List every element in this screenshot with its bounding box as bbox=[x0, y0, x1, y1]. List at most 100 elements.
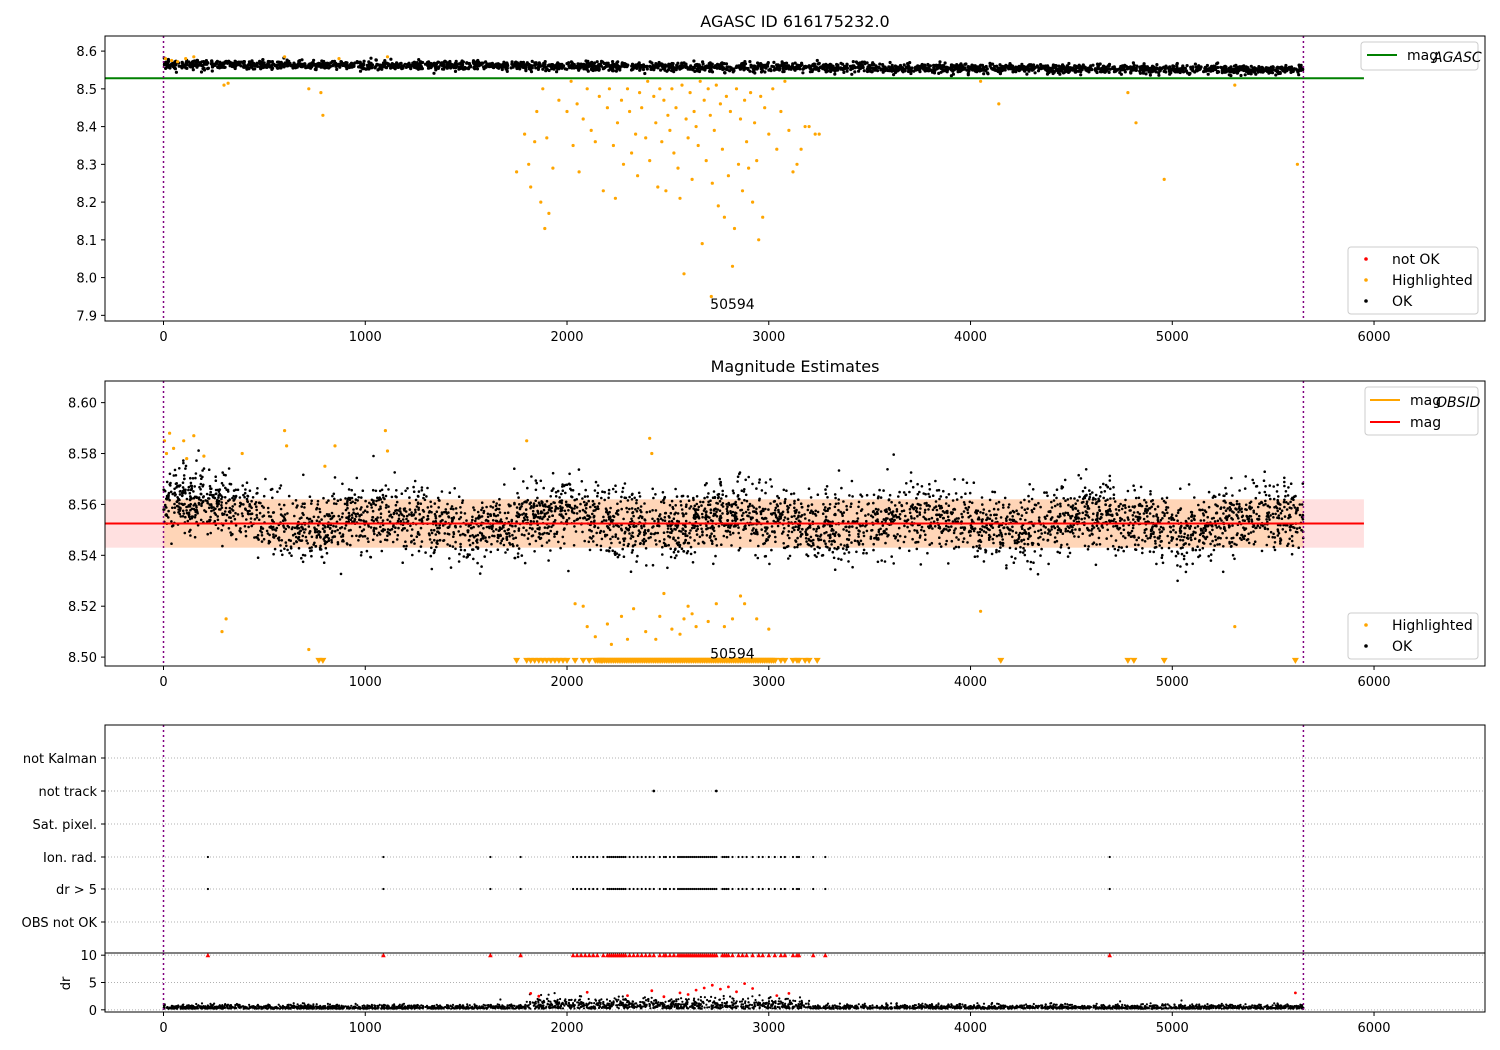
ok-point bbox=[801, 71, 805, 75]
ok-point bbox=[1216, 543, 1219, 546]
ok-point bbox=[1094, 493, 1098, 497]
ok-point bbox=[559, 505, 562, 508]
ok-point bbox=[206, 67, 210, 71]
ok-point bbox=[290, 64, 295, 68]
ok-point bbox=[1158, 68, 1162, 72]
ok-point bbox=[1127, 518, 1130, 521]
ok-point bbox=[938, 513, 941, 516]
ok-point bbox=[1148, 550, 1152, 553]
ok-point bbox=[1075, 513, 1078, 516]
ok-point bbox=[1039, 63, 1043, 67]
ok-point bbox=[1296, 531, 1299, 534]
ok-point bbox=[1170, 513, 1174, 516]
ok-point bbox=[701, 530, 704, 533]
ok-point bbox=[728, 65, 732, 69]
ok-point bbox=[437, 498, 441, 502]
ok-point bbox=[748, 69, 752, 73]
ok-point bbox=[312, 515, 316, 519]
ok-point bbox=[806, 508, 810, 512]
ok-point bbox=[1083, 517, 1086, 520]
ok-point bbox=[1097, 505, 1101, 509]
ok-point bbox=[674, 539, 677, 542]
ok-point bbox=[690, 526, 694, 530]
ok-point bbox=[526, 518, 529, 522]
ok-point bbox=[1292, 503, 1295, 507]
ok-point bbox=[1272, 545, 1276, 549]
ok-point bbox=[1087, 545, 1090, 548]
ok-point bbox=[935, 489, 939, 492]
highlighted-point bbox=[732, 226, 737, 231]
ok-point bbox=[432, 71, 436, 75]
ok-point bbox=[825, 66, 829, 70]
ok-point bbox=[772, 60, 776, 64]
ok-point bbox=[505, 69, 509, 73]
ok-point bbox=[1078, 495, 1081, 499]
highlighted-point bbox=[176, 60, 180, 64]
highlighted-point bbox=[743, 98, 747, 102]
ok-point bbox=[189, 534, 192, 537]
ok-point bbox=[459, 545, 462, 549]
ok-point bbox=[492, 500, 495, 504]
ok-point bbox=[1132, 66, 1136, 70]
ok-point bbox=[1222, 506, 1226, 509]
ok-point bbox=[1207, 554, 1210, 558]
ok-point bbox=[187, 485, 191, 489]
ok-point bbox=[164, 62, 169, 66]
highlighted-point bbox=[710, 181, 714, 185]
ok-point bbox=[1153, 535, 1156, 539]
ok-point bbox=[975, 69, 979, 73]
ok-point bbox=[471, 541, 475, 545]
ok-point bbox=[895, 68, 899, 72]
ok-point bbox=[255, 513, 258, 517]
ok-point bbox=[514, 536, 518, 540]
ok-point bbox=[199, 70, 204, 74]
ok-point bbox=[1127, 505, 1131, 509]
highlighted-point bbox=[658, 87, 662, 91]
ok-point bbox=[293, 62, 297, 67]
ok-point bbox=[518, 503, 521, 506]
ok-point bbox=[207, 506, 211, 510]
ok-point bbox=[1215, 511, 1219, 514]
ok-point bbox=[708, 69, 712, 73]
ok-point bbox=[975, 545, 978, 548]
ok-point bbox=[182, 461, 185, 465]
ok-point bbox=[1074, 507, 1078, 510]
ok-point bbox=[321, 527, 325, 530]
ok-point bbox=[430, 541, 434, 544]
ok-point bbox=[365, 549, 369, 553]
ok-point bbox=[316, 499, 320, 503]
ok-point bbox=[511, 63, 515, 67]
ok-point bbox=[758, 62, 762, 66]
ok-point bbox=[993, 490, 997, 494]
ok-point bbox=[476, 510, 480, 514]
ok-point bbox=[977, 546, 981, 550]
ok-point bbox=[1300, 528, 1303, 532]
ok-point bbox=[859, 63, 863, 67]
ok-point bbox=[1286, 494, 1290, 497]
ok-point bbox=[248, 61, 252, 65]
ok-point bbox=[1023, 69, 1027, 73]
ok-point bbox=[460, 59, 464, 63]
ok-point bbox=[1256, 70, 1260, 74]
ok-point bbox=[467, 62, 472, 66]
ok-point bbox=[898, 546, 901, 550]
legend-label: not OK bbox=[1392, 252, 1440, 268]
ok-point bbox=[821, 512, 825, 515]
ok-point bbox=[1176, 564, 1179, 567]
ok-point bbox=[809, 539, 813, 543]
ok-point bbox=[1124, 498, 1127, 502]
ok-point bbox=[245, 65, 249, 69]
ok-point bbox=[1179, 487, 1182, 491]
ok-point bbox=[379, 525, 382, 529]
highlighted-point bbox=[704, 159, 708, 163]
ok-point bbox=[631, 492, 634, 496]
ok-point bbox=[191, 477, 195, 480]
ok-point bbox=[490, 542, 493, 546]
ok-point bbox=[255, 508, 258, 512]
ok-point bbox=[220, 528, 223, 532]
ok-point bbox=[536, 67, 541, 71]
ok-point bbox=[1108, 479, 1112, 482]
ok-point bbox=[402, 515, 406, 518]
x-tick-label: 3000 bbox=[752, 330, 785, 345]
ok-point bbox=[271, 496, 274, 500]
